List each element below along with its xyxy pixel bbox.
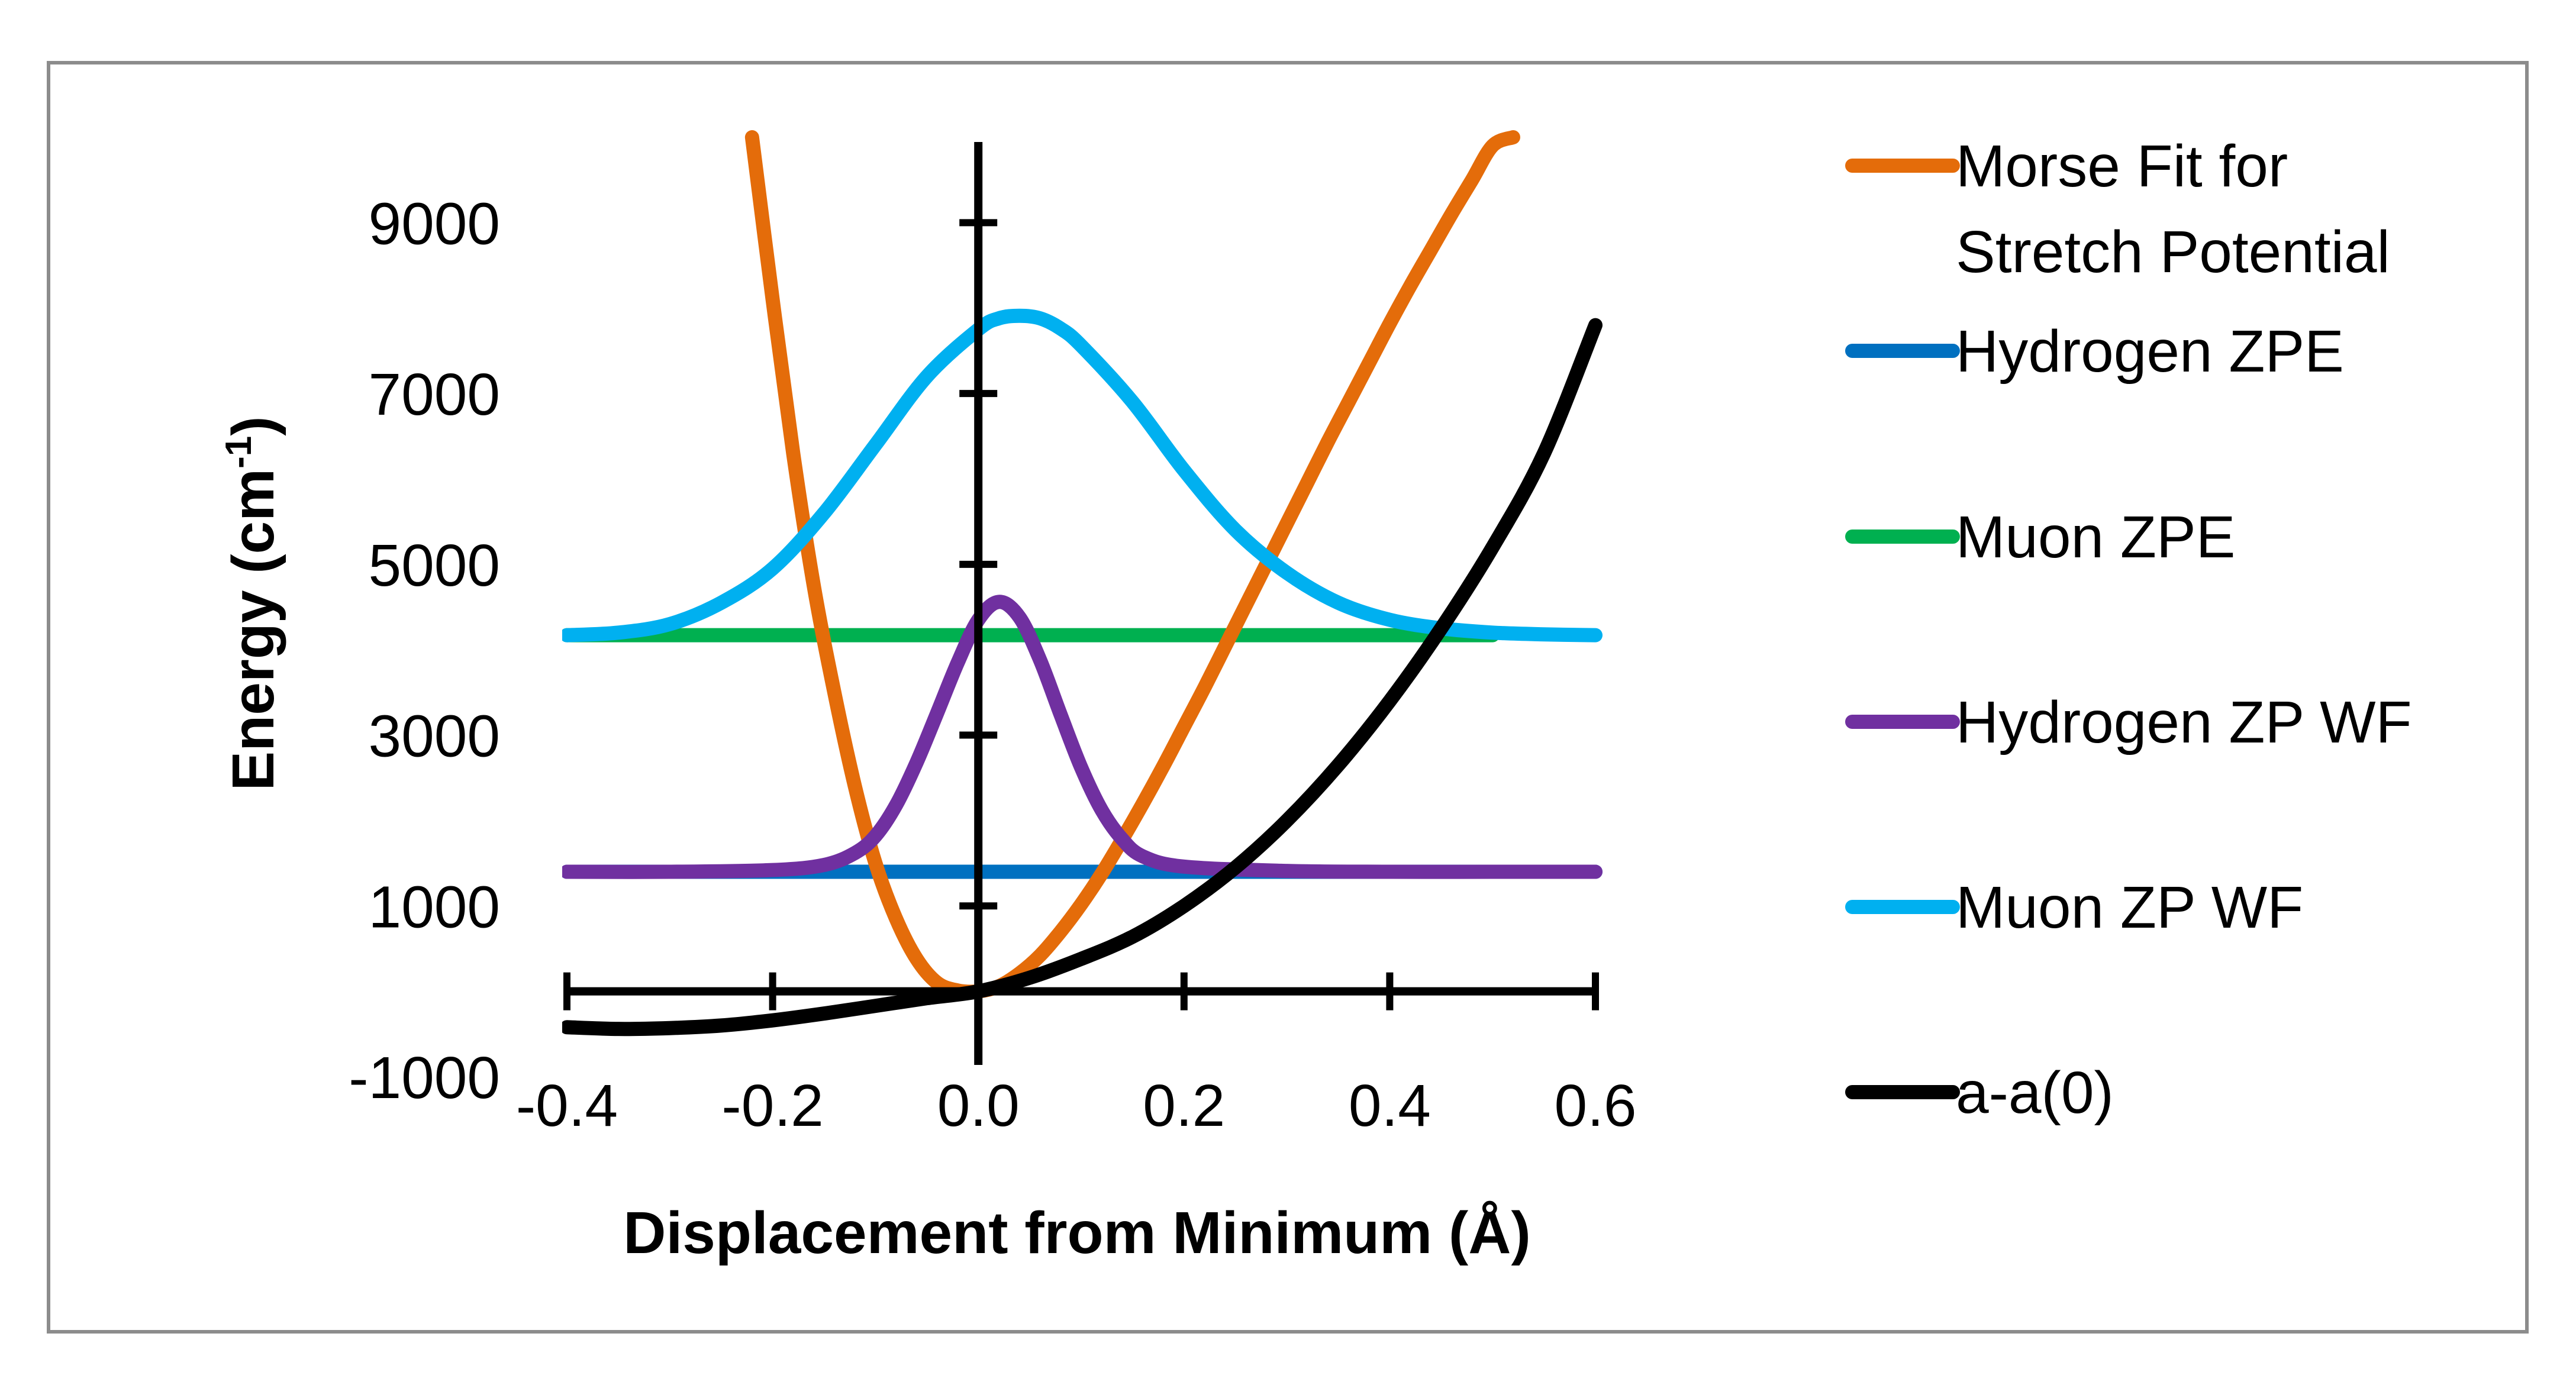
y-tick-label: 5000 bbox=[369, 532, 500, 599]
legend-item-muon-zp-wf: Muon ZP WF bbox=[1845, 874, 2303, 941]
legend-item-a-a-0: a-a(0) bbox=[1845, 1060, 2114, 1126]
legend-item-hydrogen-zpe: Hydrogen ZPE bbox=[1845, 318, 2344, 385]
legend-label: Stretch Potential bbox=[1956, 219, 2390, 285]
x-tick-label: 0.0 bbox=[937, 1073, 1020, 1139]
legend-label: Muon ZPE bbox=[1956, 504, 2235, 570]
series-line-hydrogen-zp-wf bbox=[562, 595, 1603, 879]
legend-item-muon-zpe: Muon ZPE bbox=[1845, 504, 2235, 570]
axis-layer bbox=[563, 142, 1599, 1065]
y-tick-label: 1000 bbox=[369, 874, 500, 940]
legend-item-hydrogen-zp-wf: Hydrogen ZP WF bbox=[1845, 689, 2412, 756]
legend-label: Hydrogen ZPE bbox=[1956, 318, 2344, 385]
legend: Morse Fit for Stretch Potential Hydrogen Z… bbox=[1845, 133, 2412, 1126]
y-axis-title: Energy (cm-1) bbox=[218, 416, 286, 790]
x-tick-label: 0.6 bbox=[1554, 1073, 1636, 1139]
x-tick-label: 0.2 bbox=[1143, 1073, 1225, 1139]
x-tick-label: -0.4 bbox=[516, 1073, 618, 1139]
x-axis-title: Displacement from Minimum (Å) bbox=[623, 1200, 1531, 1266]
legend-label: Hydrogen ZP WF bbox=[1956, 689, 2412, 756]
y-tick-label: -1000 bbox=[349, 1045, 500, 1111]
legend-label: a-a(0) bbox=[1956, 1060, 2114, 1126]
legend-label: Muon ZP WF bbox=[1956, 874, 2303, 941]
series-layer bbox=[562, 130, 1603, 1037]
legend-label: Morse Fit for bbox=[1956, 133, 2288, 199]
series-line-muon-zp-wf bbox=[562, 308, 1603, 643]
legend-item-morse-fit-for-stretch-potential: Morse Fit for Stretch Potential bbox=[1845, 133, 2390, 285]
series-line-morse-fit-for-stretch-potential bbox=[744, 130, 1520, 999]
x-tick-label: -0.2 bbox=[721, 1073, 823, 1139]
chart-frame bbox=[47, 61, 2529, 1334]
series-line-a-a-0 bbox=[562, 318, 1603, 1037]
label-layer: -0.4 -0.2 0.0 0.2 0.4 0.6 -1000 1000 3000 5000 700… bbox=[218, 191, 1637, 1266]
y-tick-label: 3000 bbox=[369, 703, 500, 770]
x-tick-label: 0.4 bbox=[1349, 1073, 1431, 1139]
y-tick-label: 9000 bbox=[369, 191, 500, 257]
y-tick-label: 7000 bbox=[369, 361, 500, 428]
